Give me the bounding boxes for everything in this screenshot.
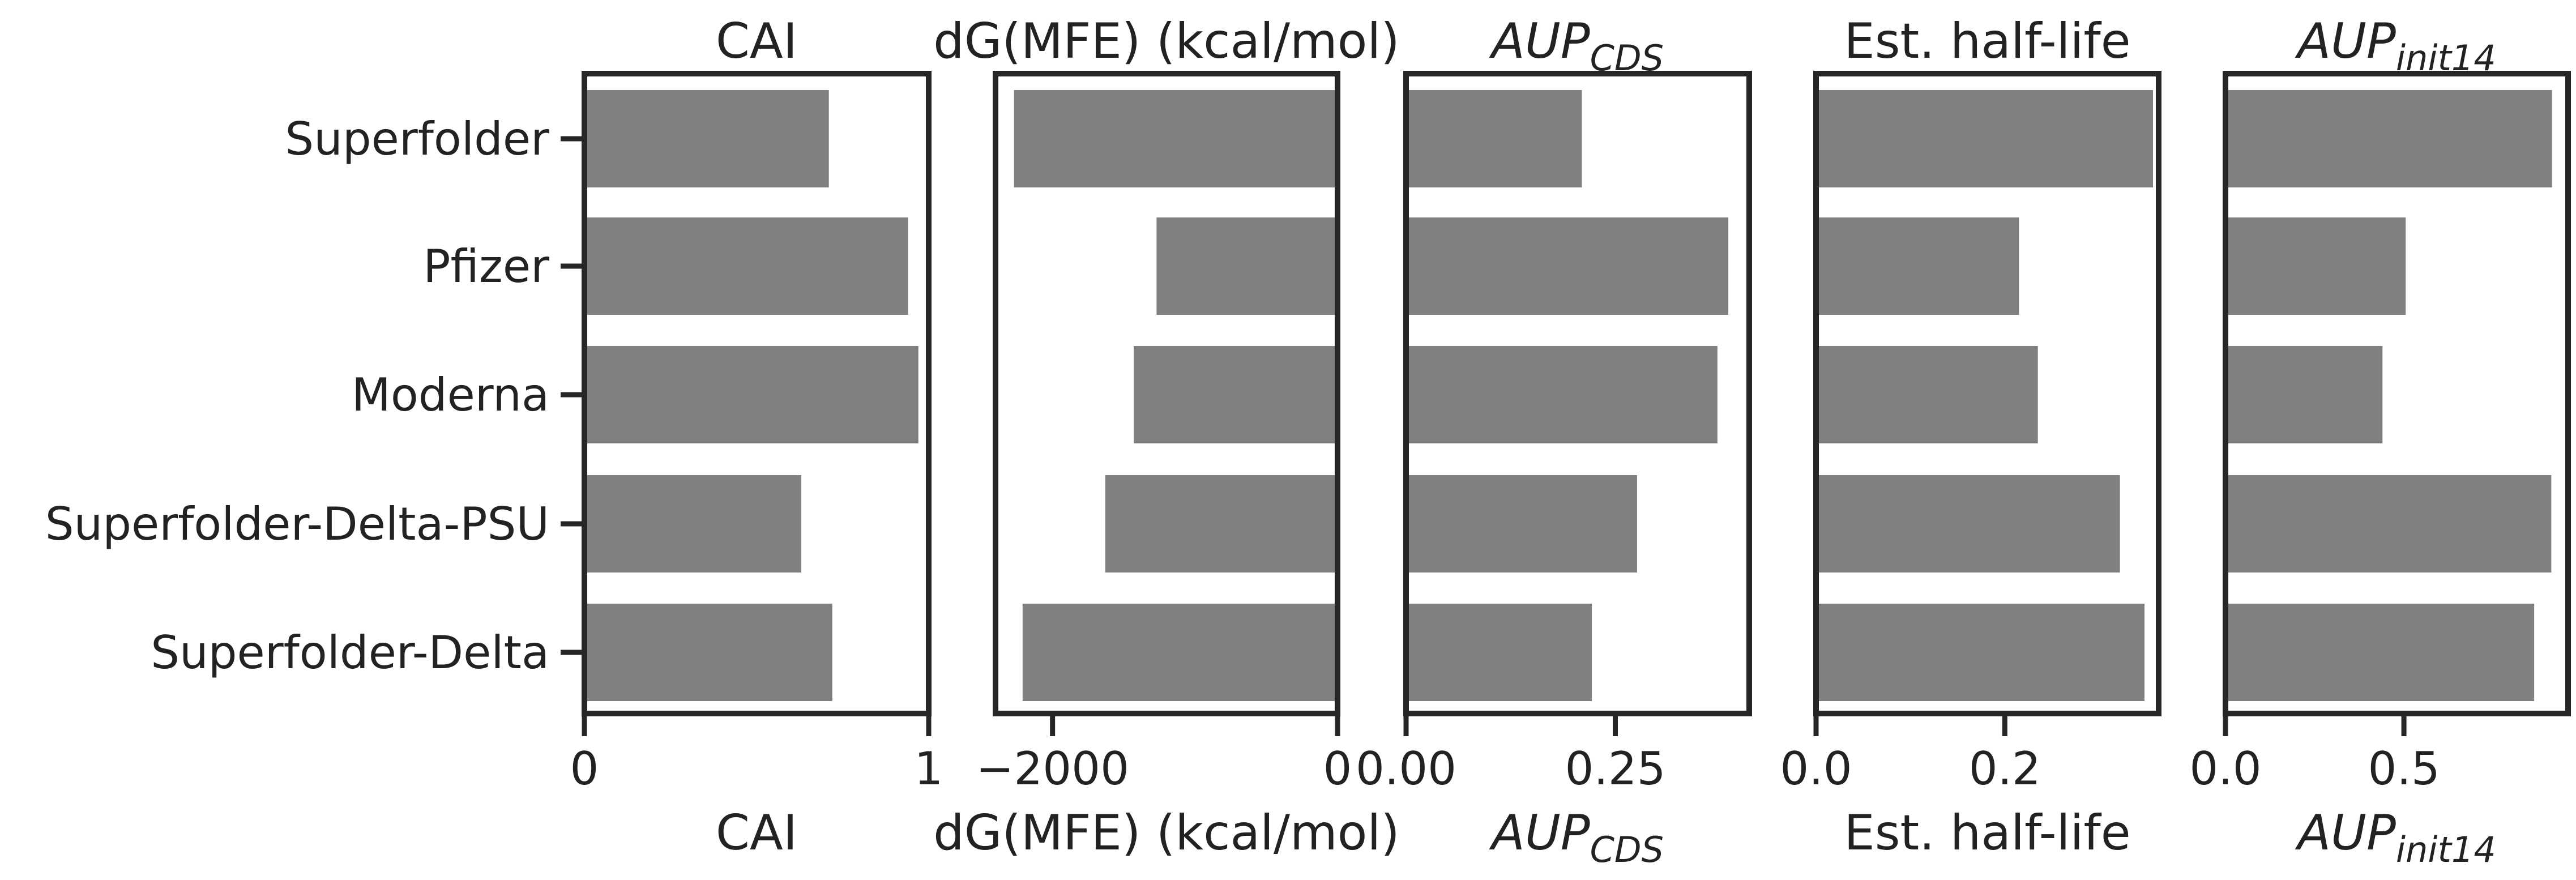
bar <box>1406 604 1592 701</box>
title-main: AUP <box>2295 13 2396 70</box>
x-tick-label: −2000 <box>976 742 1129 795</box>
x-tick-label: 0 <box>570 742 599 795</box>
panel-2: 0.00 0.25 <box>1356 71 1752 795</box>
x-tick-label: 0.2 <box>1969 742 2041 795</box>
bar <box>584 217 908 315</box>
plot-frame <box>993 71 1340 716</box>
bar <box>2225 217 2406 315</box>
bar <box>1816 604 2144 701</box>
bar <box>1014 90 1338 187</box>
bar <box>584 90 829 187</box>
bar <box>584 475 802 573</box>
xlabel-main: AUP <box>2295 805 2396 861</box>
bar <box>2225 90 2552 187</box>
xlabel-main: AUP <box>1489 805 1590 861</box>
bar <box>2225 604 2535 701</box>
category-label: Superfolder-Delta <box>151 626 549 679</box>
category-label: Superfolder <box>285 113 549 165</box>
xlabel-subscript: CDS <box>1590 829 1664 870</box>
bar <box>1105 475 1338 573</box>
plot-frame <box>2223 71 2571 716</box>
x-tick-label: 0 <box>1323 742 1352 795</box>
panel-4: 0.0 0.5 <box>2189 71 2571 795</box>
bar <box>584 346 919 443</box>
bar <box>1156 217 1338 315</box>
title-subscript: init14 <box>2396 37 2496 79</box>
x-axis-label: AUPinit14 <box>2295 805 2496 870</box>
category-label: Moderna <box>352 369 549 421</box>
bar <box>1406 217 1729 315</box>
panel-title: AUPCDS <box>1489 13 1664 79</box>
bar <box>584 604 832 701</box>
title-main: AUP <box>1489 13 1590 70</box>
plot-frame <box>1403 71 1752 716</box>
x-axis-label: AUPCDS <box>1489 805 1664 870</box>
panel-title: Est. half-life <box>1844 13 2130 70</box>
bar <box>1816 475 2120 573</box>
x-tick-label: 0.25 <box>1565 742 1665 795</box>
bar <box>1816 90 2153 187</box>
panel-3: 0.0 0.2 <box>1780 71 2161 795</box>
bar <box>1816 217 2019 315</box>
panel-title: CAI <box>716 13 797 70</box>
panel-title: dG(MFE) (kcal/mol) <box>933 13 1400 70</box>
xlabel-subscript: init14 <box>2396 829 2496 870</box>
x-tick-label: 0.0 <box>1780 742 1852 795</box>
bar <box>1816 346 2038 443</box>
x-tick-label: 1 <box>915 742 943 795</box>
bar <box>1406 90 1582 187</box>
x-tick-label: 0.5 <box>2368 742 2440 795</box>
plot-frame <box>1813 71 2161 716</box>
x-tick-label: 0.00 <box>1356 742 1456 795</box>
bar <box>1134 346 1338 443</box>
title-subscript: CDS <box>1590 37 1664 79</box>
bar <box>2225 346 2383 443</box>
bar <box>2225 475 2552 573</box>
bar <box>1406 346 1718 443</box>
x-axis-label: dG(MFE) (kcal/mol) <box>933 805 1400 861</box>
x-axis-label: Est. half-life <box>1844 805 2130 861</box>
bar <box>1406 475 1637 573</box>
category-label: Superfolder-Delta-PSU <box>45 498 549 550</box>
bar <box>1022 604 1338 701</box>
x-tick-label: 0.0 <box>2189 742 2261 795</box>
category-label: Pfizer <box>423 240 549 293</box>
x-axis-label: CAI <box>716 805 797 861</box>
panel-1: −2000 0 <box>976 71 1352 795</box>
plot-frame <box>582 71 932 716</box>
panel-title: AUPinit14 <box>2295 13 2496 79</box>
